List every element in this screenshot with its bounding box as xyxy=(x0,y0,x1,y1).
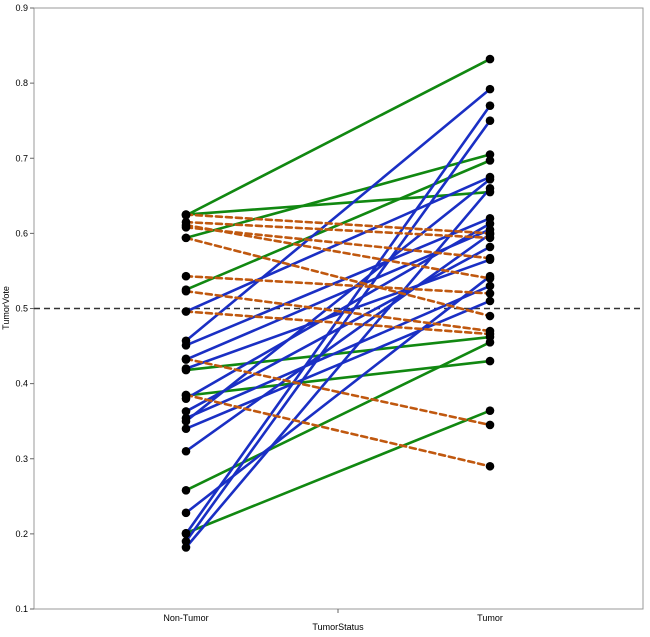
y-axis-title: TumorVote xyxy=(1,286,11,330)
point-tumor xyxy=(485,174,495,184)
y-tick-label: 0.8 xyxy=(15,78,28,88)
points-layer xyxy=(181,54,495,552)
series-line-green xyxy=(184,190,492,216)
point-tumor xyxy=(485,356,495,366)
point-non-tumor xyxy=(181,508,191,518)
series-line-green xyxy=(184,57,492,217)
point-tumor xyxy=(485,156,495,165)
point-tumor xyxy=(485,116,495,125)
series-line-blue xyxy=(184,217,492,347)
x-axis: Non-Tumor Tumor xyxy=(163,609,503,623)
series-layer xyxy=(184,57,492,549)
point-tumor xyxy=(485,296,495,306)
x-axis-title: TumorStatus xyxy=(312,622,364,632)
point-non-tumor xyxy=(181,543,191,552)
point-tumor xyxy=(485,242,495,252)
point-tumor xyxy=(485,84,495,94)
point-non-tumor xyxy=(181,416,191,426)
series-line-blue xyxy=(184,232,492,453)
series-line-blue xyxy=(184,177,492,423)
y-tick-label: 0.9 xyxy=(15,3,28,13)
point-non-tumor xyxy=(181,486,191,495)
y-tick-label: 0.7 xyxy=(15,153,28,163)
point-tumor xyxy=(485,54,495,64)
series-line-green xyxy=(184,335,492,372)
y-tick-label: 0.5 xyxy=(15,304,28,314)
series-line-blue xyxy=(184,258,492,370)
y-axis: 0.1 0.2 0.3 0.4 0.5 0.6 0.7 0.8 0.9 xyxy=(15,3,34,614)
point-tumor xyxy=(485,253,495,263)
point-tumor xyxy=(485,281,495,291)
series-line-orange xyxy=(184,310,492,336)
y-tick-label: 0.4 xyxy=(15,379,28,389)
series-line-blue xyxy=(184,228,492,361)
point-tumor xyxy=(485,338,495,347)
point-tumor xyxy=(485,233,495,243)
point-tumor xyxy=(485,329,495,339)
series-line-orange xyxy=(184,289,492,333)
point-tumor xyxy=(485,184,495,193)
series-line-blue xyxy=(184,119,492,543)
y-tick-label: 0.2 xyxy=(15,529,28,539)
point-non-tumor xyxy=(181,354,191,364)
point-tumor xyxy=(485,289,495,298)
series-line-green xyxy=(184,341,492,492)
point-non-tumor xyxy=(181,446,191,456)
series-line-green xyxy=(184,409,492,535)
point-non-tumor xyxy=(181,220,191,230)
point-non-tumor xyxy=(181,364,191,373)
series-line-orange xyxy=(184,220,492,240)
series-line-orange xyxy=(184,213,492,235)
point-tumor xyxy=(485,420,495,430)
series-line-orange xyxy=(184,393,492,468)
series-line-blue xyxy=(184,187,492,549)
series-line-orange xyxy=(184,223,492,280)
point-tumor xyxy=(485,461,495,471)
series-line-blue xyxy=(184,104,492,536)
point-non-tumor xyxy=(181,424,191,434)
y-tick-label: 0.6 xyxy=(15,228,28,238)
series-line-orange xyxy=(184,357,492,427)
point-tumor xyxy=(485,311,495,321)
point-non-tumor xyxy=(181,529,191,539)
point-tumor xyxy=(485,219,495,228)
series-line-orange xyxy=(184,236,492,318)
point-non-tumor xyxy=(181,286,191,296)
point-non-tumor xyxy=(181,537,191,546)
y-tick-label: 0.1 xyxy=(15,604,28,614)
point-non-tumor xyxy=(181,233,191,243)
series-line-blue xyxy=(184,284,492,420)
point-tumor xyxy=(485,101,495,110)
point-tumor xyxy=(485,274,495,283)
series-line-orange xyxy=(184,226,492,260)
point-tumor xyxy=(485,406,495,415)
y-tick-label: 0.3 xyxy=(15,454,28,464)
series-line-orange xyxy=(184,274,492,295)
point-non-tumor xyxy=(181,390,191,400)
x-tick-label: Tumor xyxy=(477,613,503,623)
point-non-tumor xyxy=(181,271,191,281)
point-non-tumor xyxy=(181,210,191,219)
x-tick-label: Non-Tumor xyxy=(163,613,208,623)
point-non-tumor xyxy=(181,307,191,316)
point-tumor xyxy=(485,150,495,159)
point-non-tumor xyxy=(181,341,191,350)
point-non-tumor xyxy=(181,407,191,416)
series-line-blue xyxy=(184,175,492,313)
